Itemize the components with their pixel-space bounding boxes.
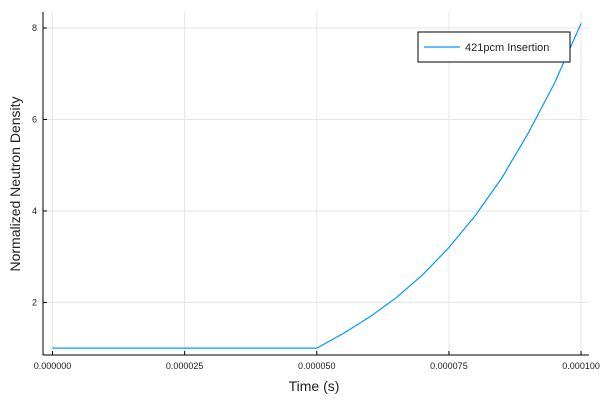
series-layer: [52, 23, 582, 349]
x-tick-label: 0.000000: [34, 361, 72, 371]
legend: 421pcm Insertion: [417, 31, 571, 63]
y-tick-label: 2: [32, 297, 37, 307]
x-tick-label: 0.000025: [166, 361, 204, 371]
x-tick-label: 0.000100: [562, 361, 600, 371]
y-tick-label: 6: [32, 114, 37, 124]
axes: [42, 12, 589, 356]
y-tick-labels: 2 4 6 8: [32, 23, 37, 307]
series-line: [52, 23, 582, 349]
y-tick-label: 8: [32, 23, 37, 33]
grid: [43, 12, 589, 355]
y-tick-label: 4: [32, 206, 37, 216]
x-tick-label: 0.000075: [430, 361, 468, 371]
x-axis-title: Time (s): [289, 378, 340, 394]
x-tick-label: 0.000050: [298, 361, 336, 371]
legend-label: 421pcm Insertion: [465, 42, 549, 54]
x-tick-labels: 0.000000 0.000025 0.000050 0.000075 0.000100: [34, 361, 600, 371]
y-axis-title: Normalized Neutron Density: [7, 96, 23, 271]
